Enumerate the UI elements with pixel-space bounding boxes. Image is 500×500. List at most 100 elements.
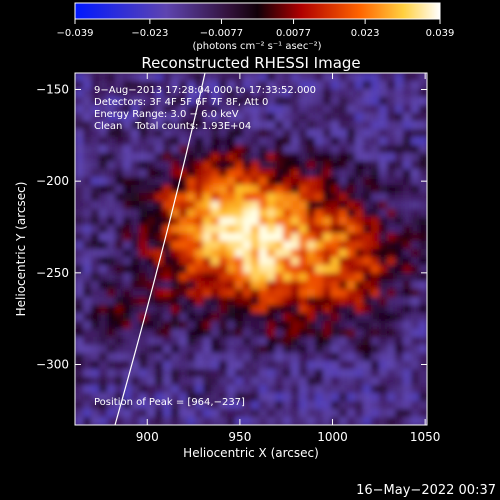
heatmap-cell: [187, 153, 196, 162]
heatmap-cell: [219, 297, 228, 306]
heatmap-cell: [235, 217, 244, 226]
heatmap-cell: [211, 337, 220, 346]
heatmap-cell: [403, 153, 412, 162]
heatmap-cell: [387, 89, 396, 98]
heatmap-cell: [131, 241, 140, 250]
heatmap-cell: [163, 273, 172, 282]
heatmap-cell: [363, 393, 372, 402]
heatmap-cell: [395, 353, 404, 362]
heatmap-cell: [387, 145, 396, 154]
heatmap-cell: [323, 105, 332, 114]
heatmap-cell: [163, 417, 172, 425]
heatmap-cell: [235, 289, 244, 298]
heatmap-cell: [107, 153, 116, 162]
heatmap-cell: [139, 225, 148, 234]
heatmap-cell: [251, 233, 260, 242]
heatmap-cell: [339, 369, 348, 378]
heatmap-cell: [331, 361, 340, 370]
heatmap-cell: [123, 257, 132, 266]
heatmap-cell: [259, 337, 268, 346]
heatmap-cell: [347, 289, 356, 298]
heatmap-cell: [163, 113, 172, 122]
heatmap-cell: [259, 185, 268, 194]
heatmap-cell: [187, 321, 196, 330]
heatmap-cell: [91, 313, 100, 322]
heatmap-cell: [163, 137, 172, 146]
heatmap-cell: [259, 201, 268, 210]
heatmap-cell: [227, 409, 236, 418]
heatmap-cell: [267, 257, 276, 266]
heatmap-cell: [203, 305, 212, 314]
heatmap-cell: [83, 161, 92, 170]
heatmap-cell: [163, 249, 172, 258]
heatmap-cell: [283, 97, 292, 106]
heatmap-cell: [99, 249, 108, 258]
heatmap-cell: [259, 233, 268, 242]
heatmap-cell: [267, 337, 276, 346]
heatmap-cell: [115, 297, 124, 306]
heatmap-cell: [115, 225, 124, 234]
heatmap-cell: [131, 129, 140, 138]
heatmap-cell: [339, 377, 348, 386]
heatmap-cell: [195, 281, 204, 290]
heatmap-cell: [379, 401, 388, 410]
heatmap-cell: [339, 353, 348, 362]
heatmap-cell: [347, 137, 356, 146]
heatmap-cell: [315, 273, 324, 282]
heatmap-cell: [339, 209, 348, 218]
heatmap-cell: [123, 289, 132, 298]
heatmap-cell: [395, 145, 404, 154]
heatmap-cell: [395, 393, 404, 402]
heatmap-cell: [371, 369, 380, 378]
heatmap-cell: [107, 417, 116, 425]
heatmap-cell: [219, 361, 228, 370]
heatmap-cell: [211, 281, 220, 290]
heatmap-cell: [107, 185, 116, 194]
heatmap-cell: [259, 417, 268, 425]
heatmap-cell: [131, 121, 140, 130]
heatmap-cell: [371, 297, 380, 306]
heatmap-cell: [355, 393, 364, 402]
heatmap-cell: [155, 281, 164, 290]
heatmap-cell: [139, 417, 148, 425]
heatmap-cell: [139, 193, 148, 202]
heatmap-cell: [99, 313, 108, 322]
heatmap-cell: [203, 121, 212, 130]
heatmap-cell: [355, 297, 364, 306]
heatmap-cell: [107, 137, 116, 146]
heatmap-cell: [187, 233, 196, 242]
heatmap-cell: [227, 105, 236, 114]
heatmap-cell: [235, 281, 244, 290]
heatmap-cell: [267, 281, 276, 290]
heatmap-cell: [155, 233, 164, 242]
heatmap-cell: [243, 409, 252, 418]
heatmap-cell: [267, 89, 276, 98]
heatmap-cell: [371, 329, 380, 338]
heatmap-cell: [203, 137, 212, 146]
heatmap-cell: [147, 321, 156, 330]
heatmap-cell: [179, 177, 188, 186]
heatmap-cell: [363, 105, 372, 114]
heatmap-cell: [187, 377, 196, 386]
heatmap-cell: [411, 289, 420, 298]
heatmap-cell: [259, 225, 268, 234]
heatmap-cell: [267, 129, 276, 138]
heatmap-cell: [307, 177, 316, 186]
heatmap-cell: [299, 249, 308, 258]
heatmap-cell: [171, 409, 180, 418]
heatmap-cell: [243, 169, 252, 178]
heatmap-cell: [75, 225, 84, 234]
heatmap-cell: [371, 289, 380, 298]
heatmap-cell: [131, 321, 140, 330]
heatmap-cell: [147, 305, 156, 314]
heatmap-cell: [195, 161, 204, 170]
heatmap-cell: [251, 249, 260, 258]
y-tick-label: −150: [36, 83, 69, 97]
heatmap-cell: [211, 225, 220, 234]
heatmap-cell: [259, 249, 268, 258]
heatmap-cell: [347, 385, 356, 394]
heatmap-cell: [235, 385, 244, 394]
heatmap-cell: [243, 417, 252, 425]
heatmap-cell: [203, 105, 212, 114]
heatmap-cell: [115, 105, 124, 114]
